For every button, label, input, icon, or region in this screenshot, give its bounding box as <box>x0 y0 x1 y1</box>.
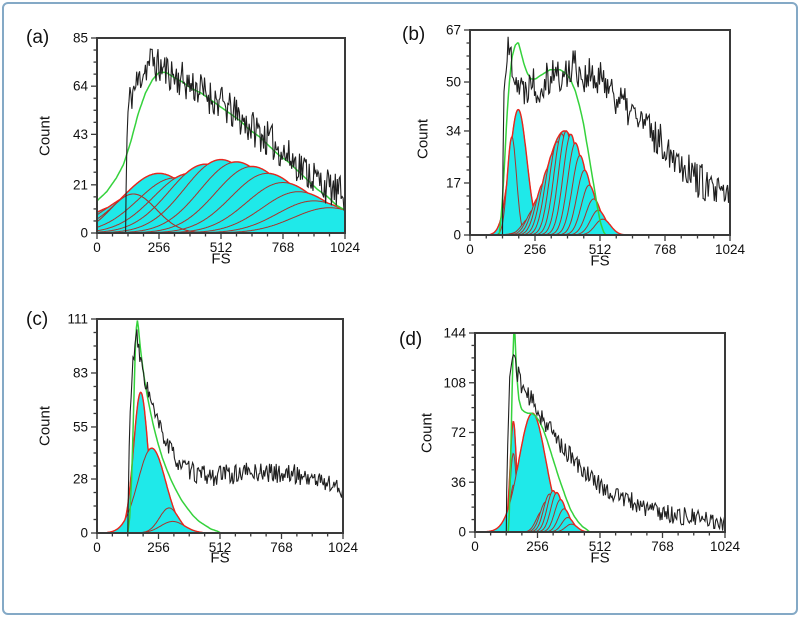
x-tick-label: 0 <box>93 540 101 555</box>
green-total-fit-curve <box>97 71 345 211</box>
x-tick-label: 512 <box>210 240 233 255</box>
y-axis-label-a: Count <box>36 115 54 157</box>
fit-envelope-curve <box>490 108 622 235</box>
x-tick-label: 1024 <box>710 539 741 554</box>
x-tick-label: 768 <box>654 242 677 257</box>
x-tick-label: 512 <box>589 242 612 257</box>
x-tick-label: 1024 <box>330 240 361 255</box>
x-axis-label-d: FS <box>590 549 610 567</box>
x-axis-label-b: FS <box>590 252 610 270</box>
y-tick-label: 108 <box>443 375 466 390</box>
y-tick-label: 64 <box>73 79 89 94</box>
x-tick-label: 512 <box>589 539 612 554</box>
y-tick-label: 0 <box>80 526 88 541</box>
x-tick-label: 256 <box>147 540 170 555</box>
y-tick-label: 0 <box>453 228 461 243</box>
y-tick-label: 28 <box>73 472 88 487</box>
panel-label-b: (b) <box>402 24 426 45</box>
y-tick-label: 111 <box>67 312 88 327</box>
y-tick-label: 21 <box>73 177 88 192</box>
component-curve <box>97 447 208 533</box>
y-tick-label: 36 <box>451 475 466 490</box>
y-axis-label-b: Count <box>414 118 432 160</box>
y-axis-label-d: Count <box>418 412 436 454</box>
panel-3: 0 256 512 768 1024 0 28 55 83 111 <box>67 312 358 556</box>
y-tick-label: 34 <box>446 123 462 138</box>
x-tick-label: 1024 <box>328 540 359 555</box>
y-tick-label: 55 <box>73 419 88 434</box>
panel-1: 0 256 512 768 1024 0 21 43 64 85 <box>73 31 361 256</box>
fit-envelope-curve <box>97 158 345 213</box>
x-tick-label: 0 <box>93 240 101 255</box>
y-tick-label: 67 <box>446 23 461 38</box>
panel-label-d: (d) <box>399 329 423 350</box>
x-tick-label: 256 <box>148 240 171 255</box>
y-axis-label-c: Count <box>36 405 54 447</box>
x-tick-label: 1024 <box>715 242 746 257</box>
raw-histogram-trace <box>125 48 345 233</box>
y-tick-label: 43 <box>73 127 88 142</box>
x-tick-label: 256 <box>526 539 549 554</box>
raw-histogram-trace <box>127 329 343 533</box>
x-tick-label: 512 <box>209 540 232 555</box>
x-tick-label: 0 <box>471 539 479 554</box>
y-tick-label: 0 <box>458 525 466 540</box>
y-tick-label: 85 <box>73 31 88 46</box>
y-tick-label: 83 <box>73 365 88 380</box>
y-tick-label: 72 <box>451 425 466 440</box>
x-tick-label: 768 <box>272 240 295 255</box>
panel-label-a: (a) <box>26 27 50 48</box>
x-axis-label-a: FS <box>211 250 231 268</box>
x-tick-label: 768 <box>270 540 293 555</box>
x-tick-label: 256 <box>524 242 547 257</box>
panel-4: 0 256 512 768 1024 0 36 72 108 144 <box>443 326 741 555</box>
y-tick-label: 144 <box>443 326 466 341</box>
raw-histogram-trace <box>501 36 730 235</box>
x-axis-label-c: FS <box>210 549 230 567</box>
component-curve <box>478 412 587 532</box>
y-tick-label: 0 <box>80 226 88 241</box>
y-tick-label: 17 <box>446 175 461 190</box>
x-tick-label: 768 <box>651 539 674 554</box>
raw-histogram-trace <box>505 353 725 532</box>
panel-label-c: (c) <box>26 309 49 330</box>
fit-envelope-curve <box>106 391 203 533</box>
green-total-fit-curve <box>507 333 590 532</box>
panel-2: 0 256 512 768 1024 0 17 34 50 67 <box>446 23 746 258</box>
y-tick-label: 50 <box>446 75 461 90</box>
x-tick-label: 0 <box>466 242 474 257</box>
